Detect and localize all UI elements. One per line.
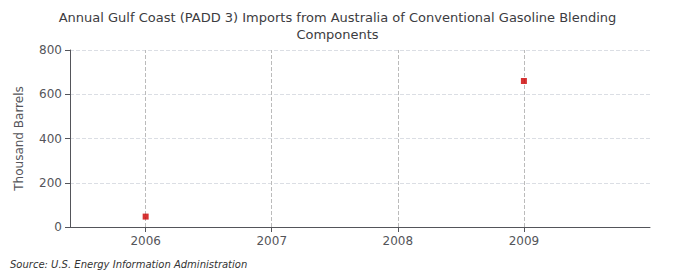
svg-text:2007: 2007 [256, 234, 287, 248]
svg-text:400: 400 [39, 132, 62, 146]
svg-text:800: 800 [39, 43, 62, 57]
svg-text:0: 0 [54, 220, 62, 234]
svg-text:600: 600 [39, 87, 62, 101]
svg-text:200: 200 [39, 176, 62, 190]
svg-text:2009: 2009 [509, 234, 540, 248]
svg-text:Annual Gulf Coast (PADD 3) Imp: Annual Gulf Coast (PADD 3) Imports from … [59, 10, 617, 25]
svg-text:Source: U.S. Energy Informatio: Source: U.S. Energy Information Administ… [10, 259, 247, 270]
svg-text:2006: 2006 [130, 234, 161, 248]
svg-text:Thousand Barrels: Thousand Barrels [12, 86, 26, 191]
svg-text:Components: Components [296, 27, 378, 42]
svg-text:2008: 2008 [383, 234, 414, 248]
